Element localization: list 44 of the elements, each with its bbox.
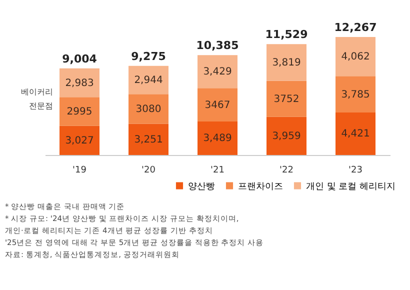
x-tick-label: '22 xyxy=(280,166,294,176)
data-label: 3,819 xyxy=(272,57,301,68)
total-label: 10,385 xyxy=(196,39,239,52)
data-label: 3,251 xyxy=(134,134,163,146)
data-label: 3,429 xyxy=(203,66,232,78)
legend-label: 프랜차이즈 xyxy=(238,182,283,192)
data-label: 3080 xyxy=(136,104,162,115)
bar xyxy=(128,124,168,155)
data-label: 4,421 xyxy=(341,128,370,140)
bar xyxy=(198,55,238,88)
annotation: 베이커리 전문점 xyxy=(21,88,53,110)
bar xyxy=(198,88,238,122)
bar xyxy=(128,66,168,94)
bar xyxy=(198,121,238,155)
legend-label: 개인 및 로컬 헤리티지 xyxy=(306,182,396,192)
total-label: 12,267 xyxy=(334,21,377,34)
data-label: 3467 xyxy=(204,100,230,111)
x-tick-label: '20 xyxy=(142,166,156,176)
bar xyxy=(266,80,306,117)
bar xyxy=(60,126,100,155)
bar xyxy=(336,112,376,155)
data-label: 2,944 xyxy=(134,74,163,86)
x-tick-label: '21 xyxy=(210,166,224,176)
data-label: 3752 xyxy=(274,94,300,105)
bar xyxy=(60,68,100,98)
data-label: 3,785 xyxy=(341,89,370,100)
data-label: 2,983 xyxy=(65,78,94,89)
total-label: 9,275 xyxy=(131,50,166,63)
data-label: 3,489 xyxy=(203,133,232,144)
bar xyxy=(336,37,376,76)
legend-label: 양산빵 xyxy=(188,182,215,192)
total-label: 9,004 xyxy=(62,52,98,66)
data-label: 4,062 xyxy=(341,52,370,63)
data-label: 3,027 xyxy=(65,135,94,146)
total-label: 11,529 xyxy=(265,28,308,42)
bar xyxy=(266,116,306,155)
bar xyxy=(336,76,376,112)
data-label: 2995 xyxy=(66,106,92,118)
data-label: 3,959 xyxy=(272,130,301,142)
x-tick-label: '19 xyxy=(72,166,87,176)
bar xyxy=(128,94,168,124)
bar xyxy=(266,44,306,81)
bar xyxy=(60,97,100,126)
x-tick-label: '23 xyxy=(348,166,362,176)
